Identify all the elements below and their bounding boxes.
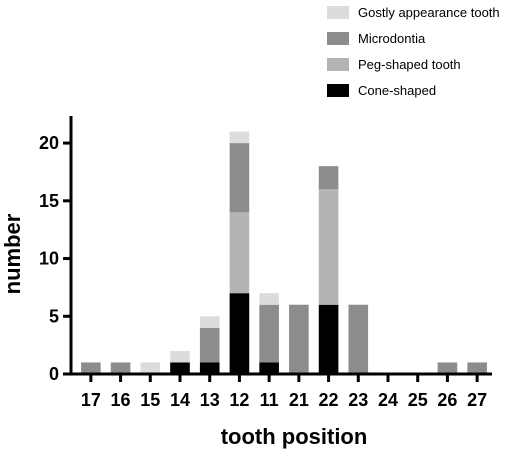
x-tick-label: 26 bbox=[437, 390, 457, 410]
x-axis: 17 16 15 14 13 12 11 21 22 23 24 25 26 27 bbox=[69, 372, 492, 410]
bar-14-series-3 bbox=[170, 350, 190, 363]
y-tick-label: 0 bbox=[49, 364, 59, 384]
bar-22-series-2 bbox=[318, 166, 339, 190]
bar-27-series-2 bbox=[467, 362, 487, 374]
legend-label: Microdontia bbox=[358, 31, 426, 46]
x-tick-label: 25 bbox=[408, 390, 428, 410]
x-tick-label: 21 bbox=[289, 390, 309, 410]
bar-12-series-3 bbox=[229, 131, 250, 144]
bar-23-series-2 bbox=[348, 304, 369, 374]
x-tick-label: 22 bbox=[319, 390, 339, 410]
x-tick-label: 16 bbox=[111, 390, 131, 410]
bar-13-series-3 bbox=[199, 316, 220, 328]
bar-11-series-2 bbox=[259, 304, 279, 363]
legend-label: Cone-shaped bbox=[358, 83, 436, 98]
bar-13-series-2 bbox=[199, 327, 220, 363]
bar-17-series-2 bbox=[81, 362, 101, 374]
y-tick-label: 15 bbox=[39, 191, 59, 211]
legend-label: Gostly appearance tooth bbox=[358, 5, 500, 20]
x-tick-label: 24 bbox=[378, 390, 398, 410]
bar-13-series-0 bbox=[199, 362, 220, 374]
x-tick-label: 27 bbox=[467, 390, 487, 410]
bar-12-series-2 bbox=[229, 143, 250, 213]
legend: Gostly appearance tooth Microdontia Peg-sh… bbox=[327, 5, 500, 98]
bar-12-series-0 bbox=[229, 293, 250, 374]
bar-16-series-2 bbox=[110, 362, 131, 374]
legend-label: Peg-shaped tooth bbox=[358, 57, 461, 72]
x-tick-label: 11 bbox=[260, 390, 279, 410]
bar-21-series-2 bbox=[289, 304, 309, 374]
bar-11-series-3 bbox=[259, 293, 279, 305]
x-tick-label: 12 bbox=[229, 390, 249, 410]
x-axis-title: tooth position bbox=[221, 424, 368, 449]
legend-swatch bbox=[327, 32, 349, 45]
legend-swatch bbox=[327, 6, 349, 19]
bar-11-series-0 bbox=[259, 362, 279, 374]
x-tick-label: 17 bbox=[81, 390, 101, 410]
bar-14-series-0 bbox=[170, 362, 190, 374]
legend-swatch bbox=[327, 58, 349, 71]
y-tick-label: 10 bbox=[39, 249, 59, 269]
y-tick-label: 5 bbox=[49, 306, 59, 326]
x-tick-label: 13 bbox=[200, 390, 220, 410]
x-tick-label: 15 bbox=[140, 390, 160, 410]
legend-swatch bbox=[327, 84, 349, 97]
bar-15-series-3 bbox=[140, 362, 161, 374]
y-tick-label: 20 bbox=[39, 133, 59, 153]
x-tick-label: 14 bbox=[170, 390, 190, 410]
bar-26-series-2 bbox=[437, 362, 458, 374]
bars-group bbox=[81, 131, 487, 374]
bar-22-series-1 bbox=[318, 189, 339, 305]
y-axis-title: number bbox=[0, 213, 25, 294]
x-tick-label: 23 bbox=[348, 390, 368, 410]
y-axis: 0 5 10 15 20 bbox=[39, 116, 73, 384]
bar-12-series-1 bbox=[229, 212, 250, 294]
bar-22-series-0 bbox=[318, 304, 339, 374]
